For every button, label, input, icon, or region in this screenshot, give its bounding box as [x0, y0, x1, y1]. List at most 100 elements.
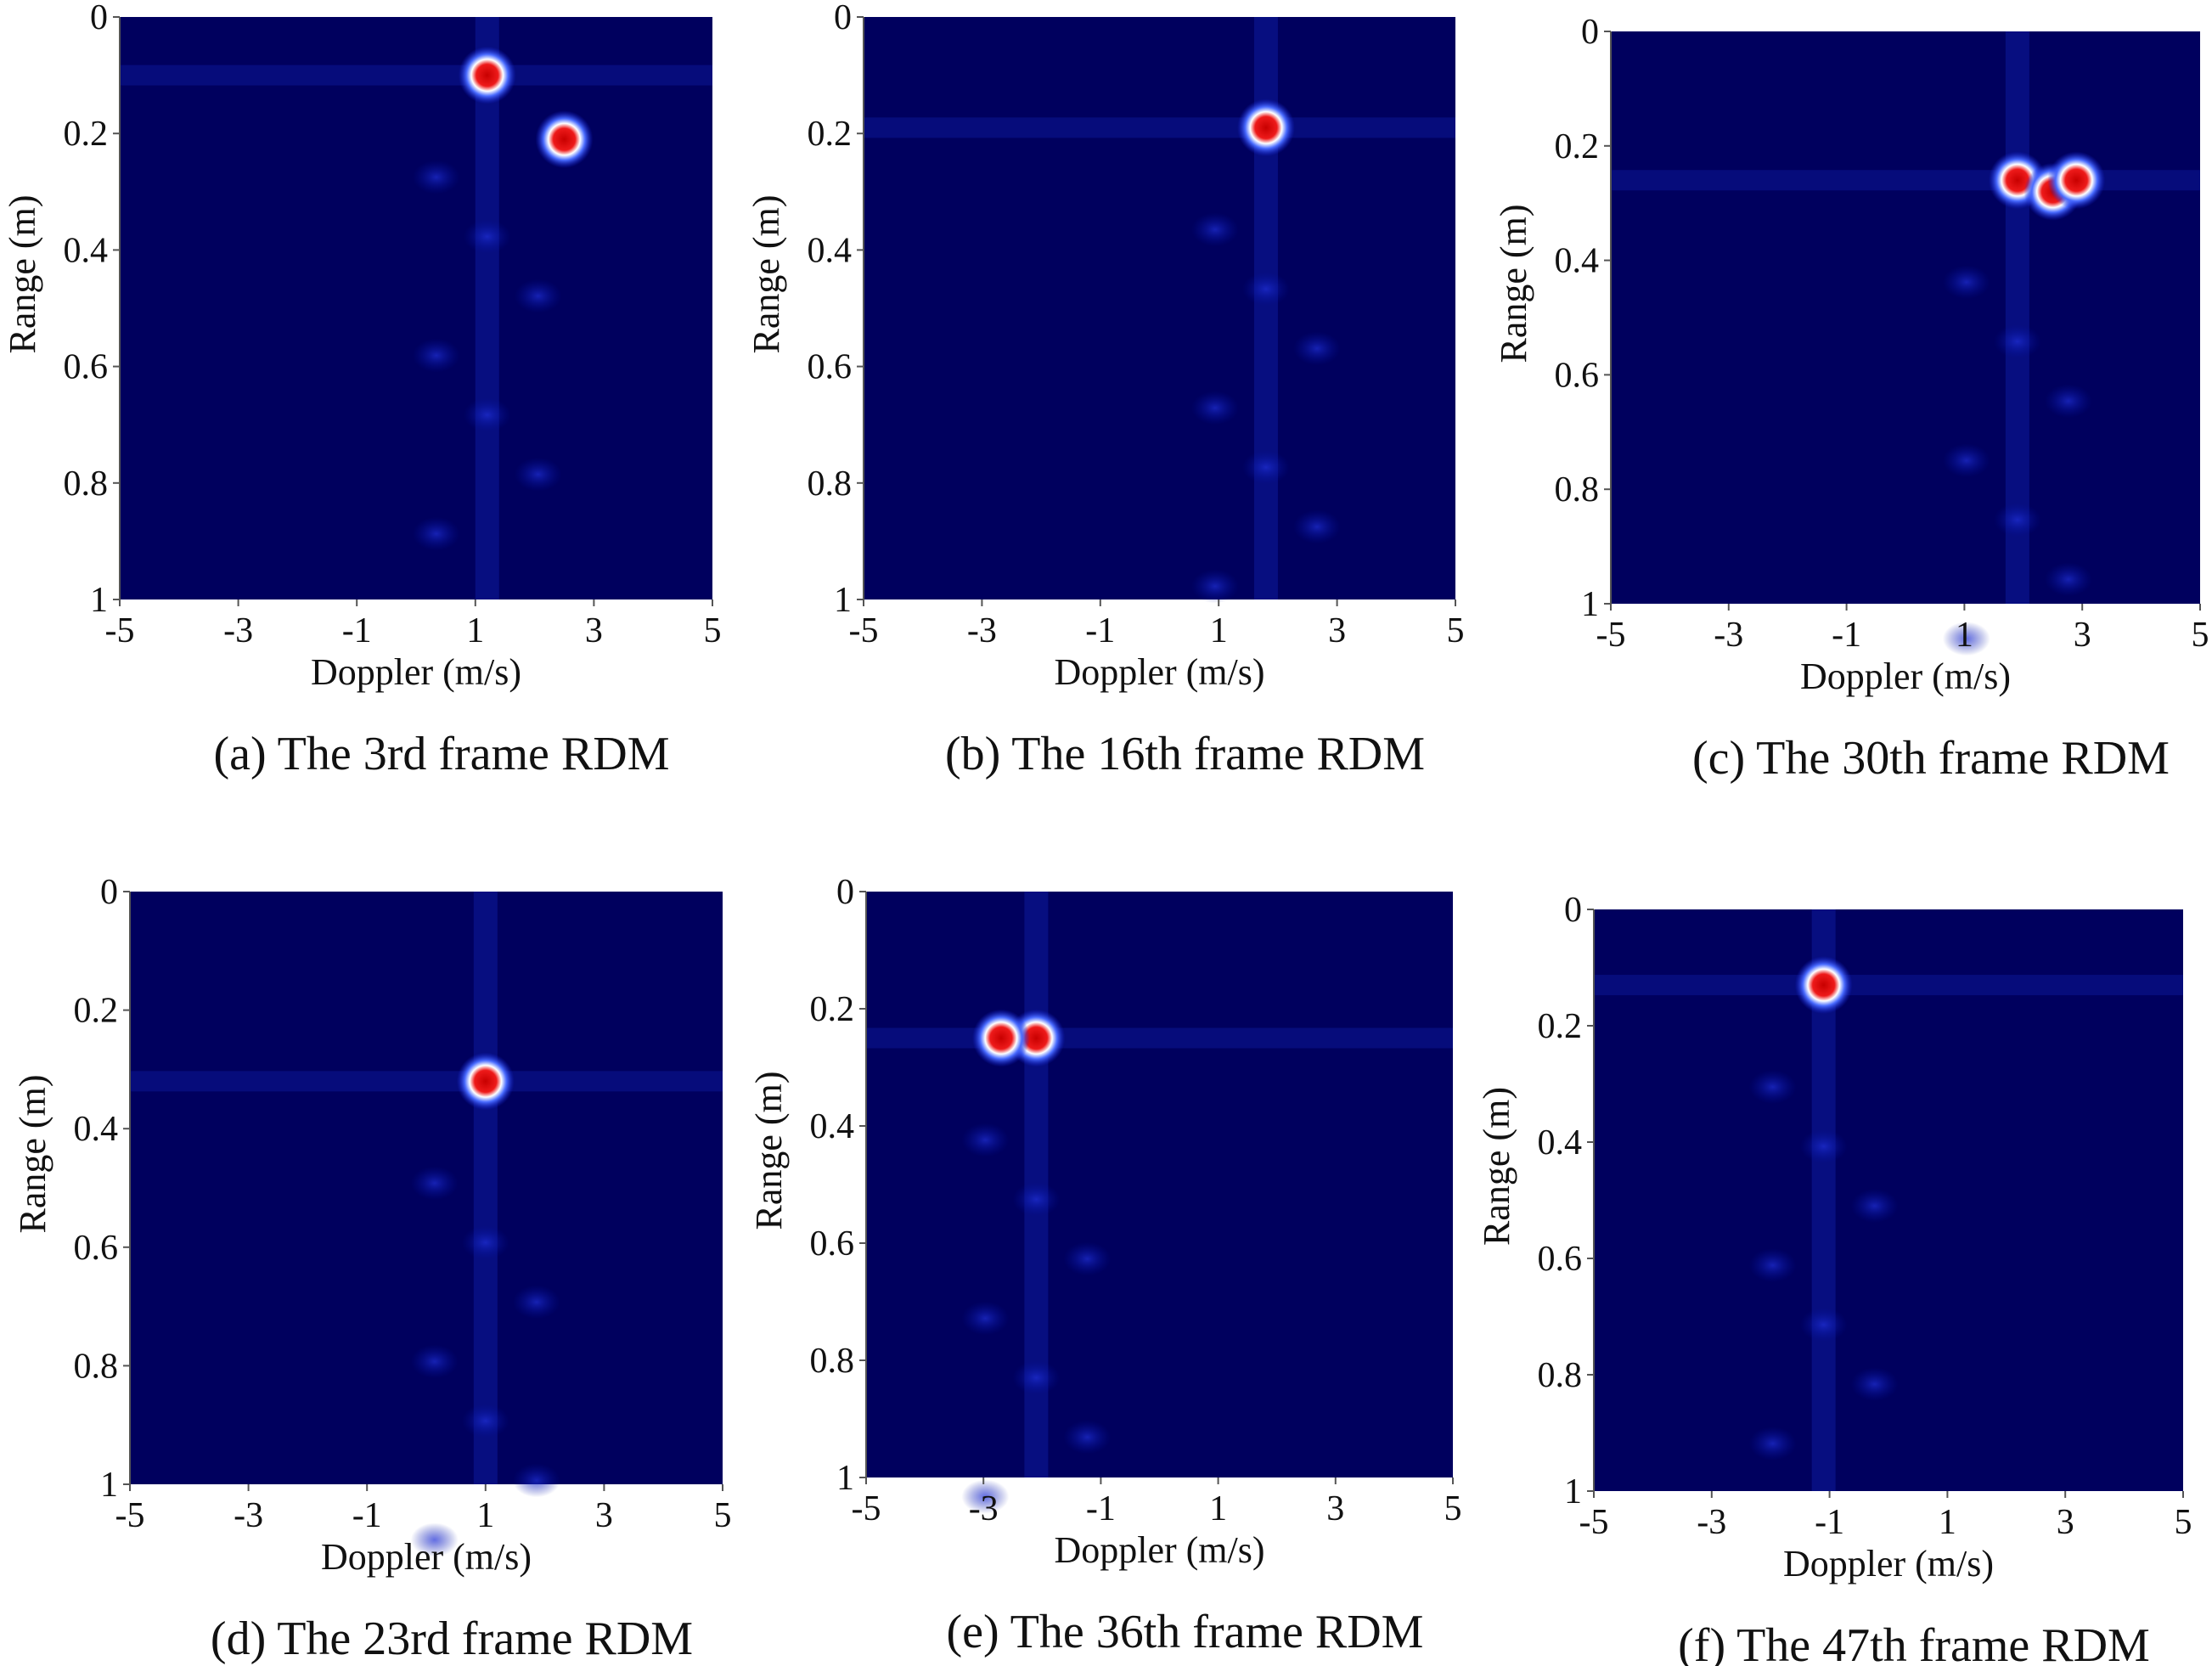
noise-blob: [1292, 509, 1341, 544]
plot-content: [864, 17, 1455, 604]
x-tick-label: 1: [1209, 1489, 1227, 1528]
x-tick-label: 3: [1328, 611, 1346, 650]
x-tick-label: 1: [466, 611, 484, 650]
x-tick-label: -3: [234, 1496, 263, 1535]
plot-content: [120, 17, 712, 599]
y-tick-label: 0: [1564, 891, 1582, 930]
hotspot: [456, 1052, 515, 1111]
cross-horizontal: [864, 117, 1455, 138]
noise-blob: [1241, 272, 1290, 307]
y-tick-label: 0.2: [1555, 127, 1600, 166]
caption: (b) The 16th frame RDM: [945, 728, 1425, 780]
noise-blob: [463, 397, 511, 432]
y-tick-label: 0.4: [810, 1107, 855, 1146]
y-tick-label: 0.2: [808, 115, 853, 154]
noise-blob: [1748, 1070, 1797, 1105]
x-tick-label: 3: [2057, 1503, 2074, 1542]
noise-blob: [1993, 324, 2041, 359]
hotspot: [2047, 151, 2106, 210]
x-tick-label: 5: [714, 1496, 732, 1535]
noise-blob: [410, 1522, 459, 1557]
plot-content: [130, 892, 723, 1557]
y-tick-label: 0.8: [74, 1347, 119, 1386]
noise-blob: [1850, 1189, 1899, 1224]
y-tick-label: 0.2: [64, 115, 109, 154]
x-tick-label: 3: [585, 611, 603, 650]
noise-blob: [512, 1285, 560, 1320]
hotspot: [458, 46, 516, 104]
hotspot: [1236, 98, 1295, 157]
x-axis-label: Doppler (m/s): [1800, 656, 2011, 697]
hotspot: [1794, 956, 1853, 1015]
y-tick-label: 0: [1581, 13, 1599, 52]
noise-blob: [2044, 384, 2092, 419]
hotspot: [971, 1009, 1030, 1067]
x-axis-label: Doppler (m/s): [321, 1536, 532, 1578]
y-axis-label: Range (m): [746, 195, 787, 354]
y-tick-label: 0.6: [808, 348, 853, 387]
y-tick-label: 1: [1564, 1472, 1582, 1511]
y-axis-label: Range (m): [1493, 205, 1534, 363]
x-tick-label: -3: [1714, 616, 1743, 655]
x-tick-label: -1: [1085, 611, 1115, 650]
noise-blob: [1942, 443, 1990, 478]
x-axis-label: Doppler (m/s): [311, 651, 521, 693]
y-tick-label: 0.4: [74, 1110, 119, 1149]
cross-horizontal: [1594, 975, 2183, 996]
y-tick-label: 0: [834, 0, 852, 37]
plot-content: [1611, 31, 2200, 656]
y-axis-label: Range (m): [12, 1075, 53, 1234]
x-tick-label: 3: [2074, 616, 2091, 655]
x-tick-label: -5: [852, 1489, 881, 1528]
x-tick-label: 1: [1210, 611, 1228, 650]
noise-blob: [1063, 1241, 1112, 1276]
y-tick-label: 0.6: [64, 348, 109, 387]
y-tick-label: 0.8: [810, 1342, 855, 1381]
x-axis-label: Doppler (m/s): [1054, 651, 1264, 693]
x-tick-label: -1: [1086, 1489, 1116, 1528]
y-tick-label: 0: [90, 0, 108, 37]
noise-blob: [514, 457, 562, 492]
y-tick-label: 0.8: [808, 464, 853, 504]
noise-blob: [1993, 503, 2041, 538]
x-axis-label: Doppler (m/s): [1783, 1543, 1994, 1584]
hotspot: [535, 110, 594, 169]
noise-blob: [1942, 622, 1990, 656]
x-tick-label: -3: [967, 611, 997, 650]
plot-content: [866, 892, 1453, 1514]
x-tick-label: 5: [1447, 611, 1465, 650]
y-tick-label: 0.8: [1555, 470, 1600, 509]
y-axis-label: Range (m): [748, 1072, 790, 1230]
y-tick-label: 0.4: [1538, 1123, 1583, 1162]
y-axis-label: Range (m): [1476, 1087, 1517, 1246]
y-tick-label: 0.2: [810, 990, 855, 1029]
noise-blob: [514, 279, 562, 313]
caption: (f) The 47th frame RDM: [1678, 1619, 2150, 1666]
noise-blob: [1190, 212, 1239, 247]
noise-blob: [1292, 331, 1341, 366]
y-tick-label: 1: [836, 1459, 854, 1498]
x-tick-label: 5: [1444, 1489, 1462, 1528]
noise-blob: [412, 160, 460, 194]
x-tick-label: 5: [704, 611, 722, 650]
noise-blob: [1012, 1182, 1061, 1217]
y-tick-label: 0.6: [1555, 356, 1600, 395]
noise-blob: [1799, 1129, 1848, 1164]
x-tick-label: -1: [1832, 616, 1861, 655]
noise-blob: [1190, 569, 1239, 604]
noise-blob: [1241, 450, 1290, 485]
noise-blob: [461, 1225, 509, 1260]
y-tick-label: 0.2: [1538, 1007, 1583, 1046]
y-tick-label: 0.8: [1538, 1356, 1583, 1395]
x-tick-label: -1: [352, 1496, 382, 1535]
y-tick-label: 0.4: [64, 231, 109, 270]
x-tick-label: 3: [595, 1496, 613, 1535]
x-tick-label: 5: [2192, 616, 2209, 655]
y-tick-label: 1: [90, 581, 108, 620]
x-tick-label: -5: [1596, 616, 1626, 655]
noise-blob: [410, 1344, 459, 1379]
cross-vertical: [475, 17, 499, 599]
y-tick-label: 0.6: [1538, 1240, 1583, 1279]
y-tick-label: 0.6: [810, 1224, 855, 1264]
